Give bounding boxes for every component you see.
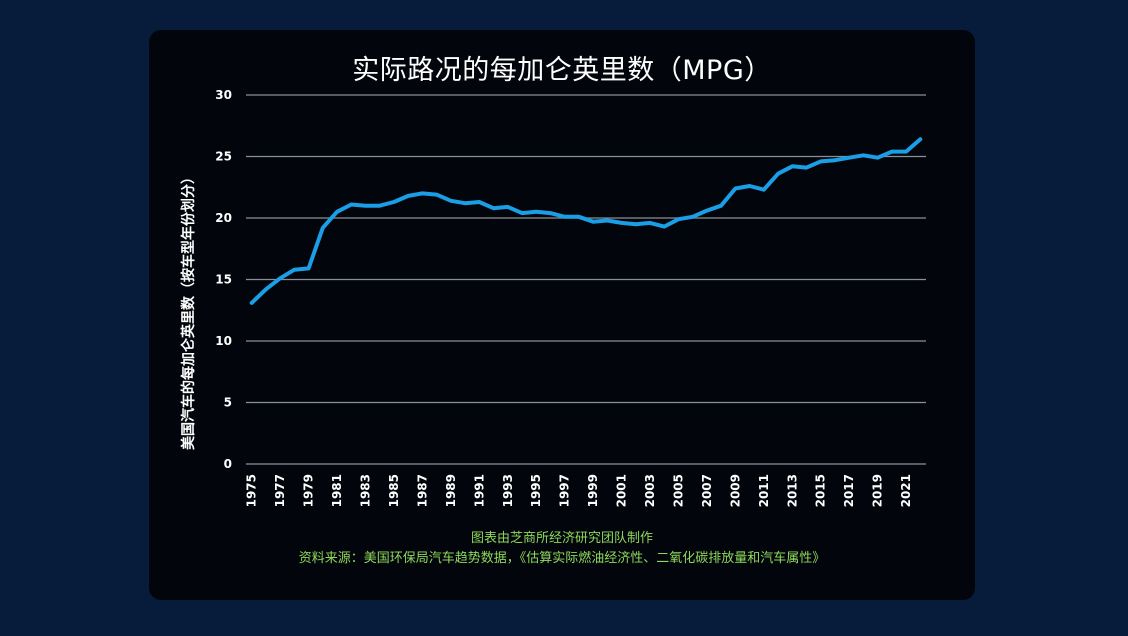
x-tick-label: 2019: [871, 474, 885, 507]
y-tick-label: 10: [215, 334, 232, 348]
x-tick-label: 1991: [472, 474, 486, 507]
x-tick-label: 1979: [302, 474, 316, 507]
y-tick-label: 25: [215, 150, 232, 164]
x-tick-label: 2009: [728, 474, 742, 507]
x-tick-label: 1987: [415, 474, 429, 507]
x-tick-label: 1975: [245, 474, 259, 507]
x-tick-label: 2011: [757, 474, 771, 507]
chart-title: 实际路况的每加仑英里数（MPG）: [352, 55, 772, 86]
x-tick-label: 1981: [330, 474, 344, 507]
x-tick-label: 1983: [358, 474, 372, 507]
x-tick-label: 1985: [387, 474, 401, 507]
x-tick-label: 1993: [501, 474, 515, 507]
x-tick-label: 1989: [444, 474, 458, 507]
footer-credit: 图表由芝商所经济研究团队制作: [470, 531, 653, 546]
y-tick-label: 5: [224, 396, 232, 410]
x-tick-label: 1997: [558, 474, 572, 507]
y-tick-label: 15: [215, 273, 232, 287]
x-tick-label: 1977: [273, 474, 287, 507]
x-tick-label: 2007: [700, 474, 714, 507]
line-chart: 0 5 10 15 20 25 30 1975 1977 1979 1981 1983 1985 1987…: [215, 88, 926, 507]
x-tick-label: 2021: [899, 474, 913, 507]
x-tick-label: 2017: [842, 474, 856, 507]
x-tick-label: 2001: [615, 474, 629, 507]
x-tick-label: 2013: [785, 474, 799, 507]
x-tick-label: 1995: [529, 474, 543, 507]
series-line-0: [249, 137, 923, 305]
x-tick-label: 2015: [814, 474, 828, 507]
y-tick-label: 20: [215, 211, 232, 225]
x-tick-label: 2003: [643, 474, 657, 507]
x-tick-label: 2005: [671, 474, 685, 507]
footer-source: 资料来源：美国环保局汽车趋势数据，《估算实际燃油经济性、二氧化碳排放量和汽车属性…: [298, 551, 826, 566]
x-tick-label: 1999: [586, 474, 600, 507]
y-tick-label: 30: [215, 88, 232, 102]
y-tick-label: 0: [224, 457, 232, 471]
